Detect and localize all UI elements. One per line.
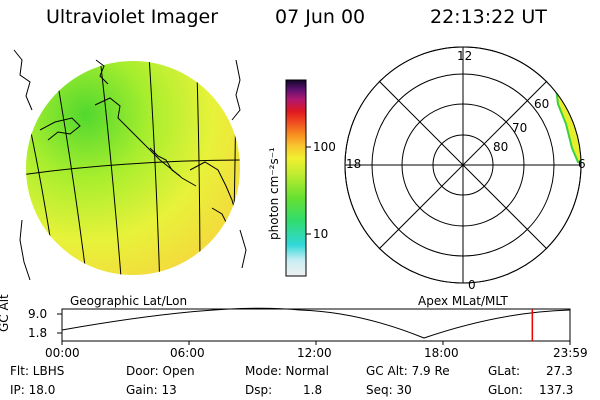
- mlt-label-18: 18: [346, 157, 362, 171]
- map-coastlines: [13, 49, 247, 281]
- mlt-label-12: 12: [457, 49, 473, 63]
- status-glon-label: GLon:: [488, 383, 523, 397]
- mlat-label-80: 80: [493, 140, 509, 154]
- status-mode: Mode: Normal: [245, 364, 329, 378]
- colorbar: [285, 79, 311, 277]
- status-gc-alt: GC Alt: 7.9 Re: [366, 364, 450, 378]
- colorbar-unit-label: photon cm⁻²s⁻¹: [267, 147, 281, 240]
- polar-plot: [344, 46, 582, 284]
- time-label: 22:13:22 UT: [430, 6, 547, 28]
- timeline-xtick-0600: 06:00: [170, 346, 205, 360]
- status-ip: IP: 18.0: [10, 383, 56, 397]
- colorbar-tick-10: 10: [313, 227, 329, 241]
- timeline-xtick-1800: 18:00: [424, 346, 459, 360]
- status-glat-value: 27.3: [546, 364, 573, 378]
- status-filter: Flt: LBHS: [10, 364, 65, 378]
- colorbar-tick-100: 100: [313, 140, 336, 154]
- earth-image: [26, 61, 240, 275]
- timeline-xtick-2359: 23:59: [553, 346, 588, 360]
- polar-panel-label: Apex MLat/MLT: [418, 294, 508, 308]
- timeline-plot: [57, 307, 571, 345]
- timeline-xtick-1200: 12:00: [297, 346, 332, 360]
- status-seq: Seq: 30: [366, 383, 412, 397]
- mlat-label-60: 60: [534, 97, 550, 111]
- status-dsp-value: 1.8: [303, 383, 323, 397]
- status-dsp-label: Dsp:: [245, 383, 273, 397]
- date-label: 07 Jun 00: [275, 6, 366, 28]
- status-glon-value: 137.3: [539, 383, 574, 397]
- timeline-ylabel: GC Alt: [0, 294, 11, 332]
- mlt-label-0: 0: [468, 278, 476, 292]
- instrument-title: Ultraviolet Imager: [46, 6, 219, 28]
- status-door: Door: Open: [126, 364, 195, 378]
- timeline-ytick-9: 9.0: [28, 307, 48, 321]
- map-panel-label: Geographic Lat/Lon: [70, 294, 188, 308]
- timeline-xtick-0000: 00:00: [45, 346, 80, 360]
- mlat-label-70: 70: [512, 121, 528, 135]
- timeline-ytick-1.8: 1.8: [28, 326, 48, 340]
- mlt-label-6: 6: [578, 157, 586, 171]
- status-gain: Gain: 13: [126, 383, 177, 397]
- status-glat-label: GLat:: [488, 364, 521, 378]
